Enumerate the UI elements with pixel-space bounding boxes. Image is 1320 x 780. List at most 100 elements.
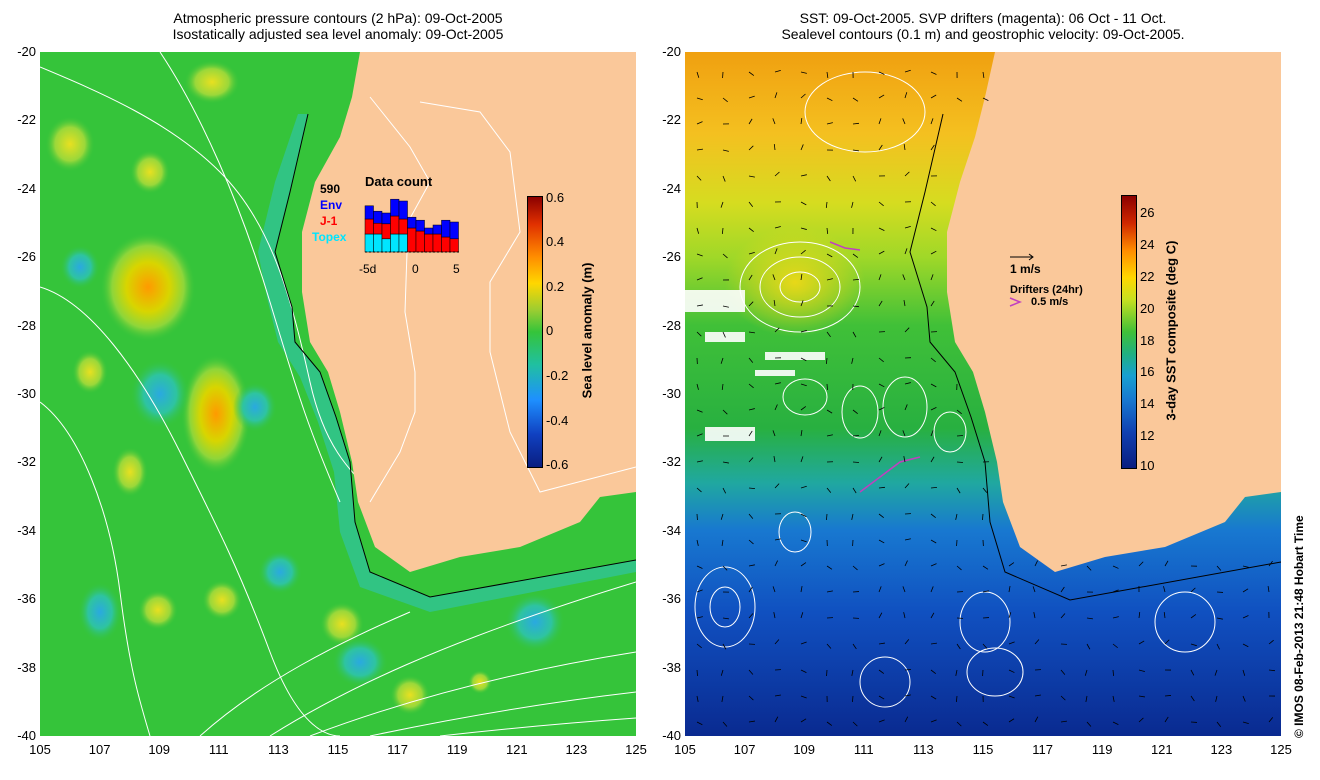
data-count-bar-env xyxy=(407,216,417,229)
velocity-arrow xyxy=(904,92,908,99)
velocity-arrow xyxy=(930,563,937,567)
velocity-arrow xyxy=(1268,717,1274,723)
velocity-arrow xyxy=(696,227,700,234)
velocity-arrow xyxy=(696,643,702,649)
velocity-arrow xyxy=(1112,721,1119,726)
credit-label: © IMOS 08-Feb-2013 21:48 Hobart Time xyxy=(1292,515,1306,738)
velocity-arrow xyxy=(748,586,753,593)
velocity-arrow xyxy=(773,300,776,307)
data-count-bar-env xyxy=(424,227,434,235)
velocity-arrow xyxy=(955,513,958,520)
velocity-arrow xyxy=(1242,615,1249,619)
pressure-contours xyxy=(40,52,636,736)
velocity-arrow xyxy=(852,305,860,308)
velocity-arrow xyxy=(904,225,911,229)
velocity-arrow xyxy=(956,643,961,650)
velocity-arrow xyxy=(902,118,906,125)
velocity-arrow xyxy=(1242,588,1249,593)
velocity-arrow xyxy=(904,248,908,255)
velocity-arrow xyxy=(696,433,703,437)
velocity-arrow xyxy=(1034,716,1039,723)
velocity-arrow xyxy=(930,227,937,232)
velocity-arrow xyxy=(1190,614,1197,619)
velocity-arrow xyxy=(826,227,829,235)
velocity-arrow xyxy=(903,300,906,307)
velocity-arrow xyxy=(878,118,882,125)
velocity-arrow xyxy=(1084,669,1088,676)
velocity-arrow xyxy=(1085,695,1088,702)
velocity-arrow xyxy=(930,383,937,388)
right-lat-tick: -34 xyxy=(662,522,681,538)
velocity-arrow xyxy=(903,144,906,151)
sst-200m-isobath xyxy=(909,113,1281,601)
left-lat-tick: -38 xyxy=(17,659,36,675)
velocity-arrow xyxy=(722,149,729,152)
velocity-arrow xyxy=(852,97,859,102)
data-count-bar-j1 xyxy=(364,218,374,235)
velocity-arrow xyxy=(904,404,908,411)
velocity-arrow xyxy=(878,274,882,281)
velocity-arrow xyxy=(878,563,885,567)
sst-map[interactable]: 1 m/s Drifters (24hr) 0.5 m/s xyxy=(685,52,1281,736)
velocity-arrow xyxy=(1190,587,1196,593)
velocity-arrow xyxy=(1008,562,1015,567)
sla-map[interactable]: Data count 590 Env J-1 Topex -5d 0 5 xyxy=(40,52,636,736)
velocity-arrow xyxy=(826,278,833,281)
velocity-arrow xyxy=(800,718,807,723)
data-count-chart xyxy=(364,198,459,253)
velocity-arrow xyxy=(748,357,754,363)
velocity-arrow xyxy=(930,430,934,437)
velocity-arrow xyxy=(721,539,724,546)
velocity-arrow xyxy=(852,643,857,650)
data-count-bar-env xyxy=(373,210,383,224)
data-count-xtick-0: 0 xyxy=(412,262,419,276)
velocity-arrow xyxy=(774,248,778,255)
left-lat-tick: -28 xyxy=(17,317,36,333)
velocity-arrow xyxy=(982,513,984,521)
velocity-arrow xyxy=(930,695,937,700)
left-lat-tick: -24 xyxy=(17,180,36,196)
velocity-arrow xyxy=(1190,695,1195,702)
right-lon-tick: 125 xyxy=(1270,742,1292,757)
right-title-line2: Sealevel contours (0.1 m) and geostrophi… xyxy=(781,26,1185,42)
velocity-arrow xyxy=(956,487,961,494)
velocity-arrow xyxy=(1190,643,1197,647)
velocity-arrow xyxy=(852,487,857,494)
velocity-arrow xyxy=(826,71,829,78)
velocity-arrow xyxy=(1164,639,1170,645)
velocity-arrow xyxy=(1138,561,1144,567)
velocity-arrow xyxy=(774,694,781,697)
left-title-line2: Isostatically adjusted sea level anomaly… xyxy=(172,26,504,42)
drifters-legend-label: Drifters (24hr) xyxy=(1010,284,1083,296)
velocity-arrow xyxy=(955,669,958,676)
velocity-arrow xyxy=(902,586,906,593)
sst-cb-tick-8: 10 xyxy=(1140,458,1155,473)
velocity-arrow xyxy=(903,612,906,619)
right-lat-tick: -40 xyxy=(662,728,681,743)
velocity-arrow xyxy=(722,253,728,259)
velocity-arrow xyxy=(800,562,807,567)
velocity-arrow xyxy=(1242,669,1246,676)
velocity-arrow xyxy=(930,357,936,363)
velocity-arrow xyxy=(748,513,754,519)
velocity-arrow xyxy=(982,643,988,649)
velocity-arrow xyxy=(748,457,754,463)
velocity-arrow xyxy=(878,227,885,231)
velocity-arrow xyxy=(904,69,911,73)
velocity-arrow xyxy=(1112,565,1119,569)
data-count-bar-env xyxy=(398,200,408,220)
velocity-arrow xyxy=(904,171,910,177)
velocity-arrow xyxy=(748,613,754,619)
velocity-arrow xyxy=(1008,718,1015,723)
velocity-arrow xyxy=(1032,586,1036,593)
velocity-arrow xyxy=(852,721,858,727)
data-count-total: 590 xyxy=(320,182,341,196)
sla-cb-tick-1: 0.4 xyxy=(546,234,565,249)
velocity-arrow xyxy=(696,304,703,307)
velocity-arrow xyxy=(1008,641,1015,645)
data-count-bar-env xyxy=(415,219,425,232)
velocity-arrow xyxy=(696,616,703,619)
data-count-bar-env xyxy=(449,221,459,240)
velocity-arrow xyxy=(930,486,938,489)
right-lon-tick: 117 xyxy=(1032,742,1053,757)
